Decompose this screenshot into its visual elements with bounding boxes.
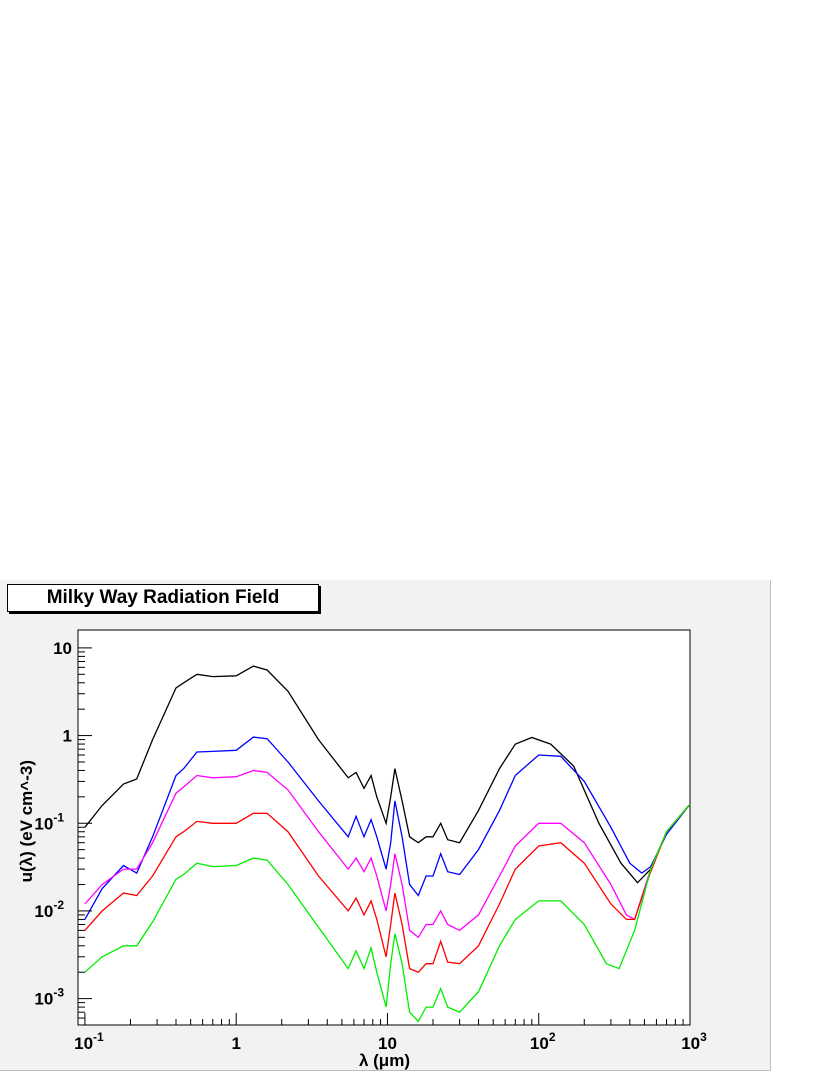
x-axis: 10-1 1 10 102 103	[74, 1013, 707, 1053]
series-line-4	[84, 803, 691, 973]
y-axis-label: u(λ) (eV cm^-3)	[17, 760, 36, 882]
x-tick-label: 10-1	[74, 1030, 104, 1053]
x-tick-label: 1	[231, 1034, 240, 1053]
x-tick-label: 103	[681, 1030, 707, 1053]
chart-title: Milky Way Radiation Field	[7, 584, 319, 612]
y-axis: 10-3 10-2 10-1 1 10	[34, 639, 92, 1026]
x-tick-label: 102	[530, 1030, 556, 1053]
series-line-3	[84, 769, 691, 939]
y-tick-label: 10	[53, 639, 72, 658]
y-tick-label: 10-3	[34, 986, 64, 1009]
series-line-1	[84, 665, 691, 884]
series-line-2	[84, 736, 691, 920]
series-line-5	[84, 803, 691, 1023]
series-layer	[84, 665, 691, 1023]
y-tick-label: 10-1	[34, 810, 64, 833]
x-axis-label: λ (μm)	[359, 1051, 410, 1070]
y-tick-label: 10-2	[34, 898, 64, 921]
x-tick-label: 10	[378, 1034, 397, 1053]
plot-frame	[77, 629, 691, 1026]
y-tick-label: 1	[63, 727, 72, 746]
